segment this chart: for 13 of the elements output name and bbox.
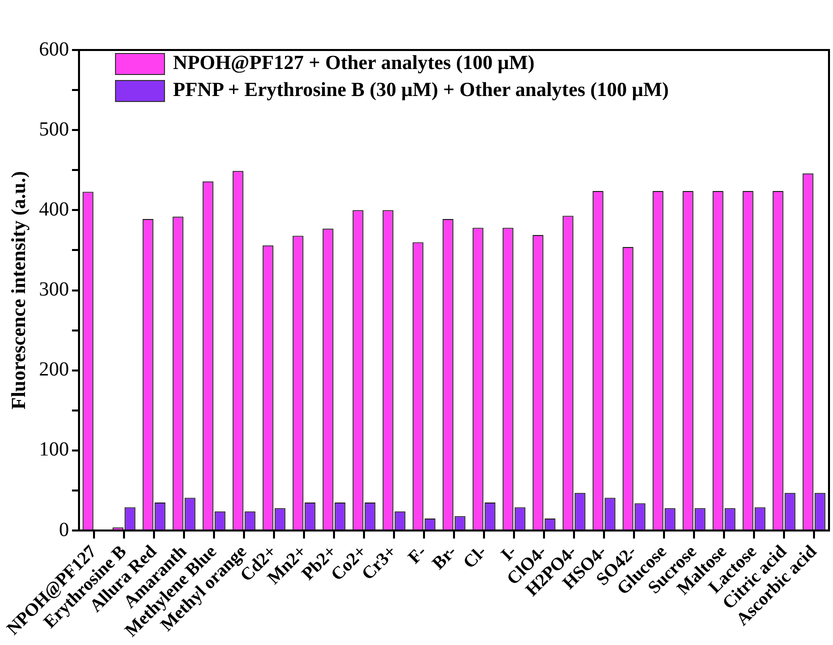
y-tick-label: 200 <box>39 358 69 381</box>
y-tick-label: 600 <box>39 38 69 60</box>
legend-label: NPOH@PF127 + Other analytes (100 μM) <box>173 52 534 75</box>
y-tick-label: 500 <box>39 118 69 140</box>
y-tick-label: 100 <box>39 438 69 461</box>
legend-label: PFNP + Erythrosine B (30 μM) + Other analytes (100 μM) <box>173 79 669 102</box>
y-tick-label: 0 <box>59 518 69 541</box>
y-axis-title: Fluorescence intensity (a.u.) <box>8 171 30 410</box>
y-tick-label: 400 <box>39 198 69 220</box>
x-tick-label: Br- <box>428 541 460 574</box>
x-tick-label: Cl- <box>459 541 490 572</box>
x-tick-label: F- <box>404 541 430 568</box>
y-tick-label: 300 <box>39 278 69 301</box>
